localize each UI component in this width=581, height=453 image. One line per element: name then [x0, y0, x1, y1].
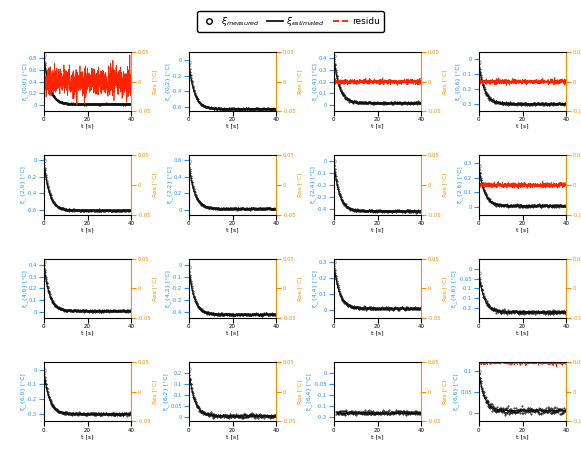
Legend: $\xi_{measured}$, $\xi_{estimated}$, residu: $\xi_{measured}$, $\xi_{estimated}$, res… — [197, 11, 384, 32]
Y-axis label: ξ_{2,0} [°C]: ξ_{2,0} [°C] — [20, 167, 26, 203]
Y-axis label: Res [°C]: Res [°C] — [153, 380, 157, 404]
Y-axis label: ξ_{4,0} [°C]: ξ_{4,0} [°C] — [22, 270, 27, 307]
Y-axis label: Res [°C]: Res [°C] — [297, 276, 303, 301]
Y-axis label: Res [°C]: Res [°C] — [443, 173, 448, 197]
Y-axis label: ξ_{6,6} [°C]: ξ_{6,6} [°C] — [454, 373, 459, 410]
Y-axis label: ξ_{4,2} [°C]: ξ_{4,2} [°C] — [165, 270, 171, 307]
X-axis label: t [s]: t [s] — [81, 124, 94, 129]
Y-axis label: ξ_{0,6} [°C]: ξ_{0,6} [°C] — [455, 63, 461, 100]
Y-axis label: Res [°C]: Res [°C] — [443, 380, 448, 404]
Y-axis label: ξ_{0,0} [°C]: ξ_{0,0} [°C] — [22, 63, 27, 100]
X-axis label: t [s]: t [s] — [371, 124, 384, 129]
Y-axis label: Res [°C]: Res [°C] — [297, 173, 303, 197]
Y-axis label: ξ_{6,4} [°C]: ξ_{6,4} [°C] — [307, 373, 313, 410]
Y-axis label: Res [°C]: Res [°C] — [443, 69, 448, 94]
X-axis label: t [s]: t [s] — [226, 124, 239, 129]
Y-axis label: ξ_{6,0} [°C]: ξ_{6,0} [°C] — [20, 373, 26, 410]
Y-axis label: ξ_{0,4} [°C]: ξ_{0,4} [°C] — [312, 63, 318, 100]
X-axis label: t [s]: t [s] — [81, 434, 94, 439]
Y-axis label: ξ_{6,2} [°C]: ξ_{6,2} [°C] — [163, 373, 169, 410]
Y-axis label: Res [°C]: Res [°C] — [443, 276, 448, 301]
Y-axis label: ξ_{2,4} [°C]: ξ_{2,4} [°C] — [310, 167, 315, 203]
Y-axis label: ξ_{4,6} [°C]: ξ_{4,6} [°C] — [451, 270, 457, 307]
X-axis label: t [s]: t [s] — [371, 227, 384, 232]
Y-axis label: Res [°C]: Res [°C] — [297, 380, 303, 404]
Y-axis label: Res [°C]: Res [°C] — [153, 276, 157, 301]
X-axis label: t [s]: t [s] — [517, 227, 529, 232]
Y-axis label: ξ_{2,2} [°C]: ξ_{2,2} [°C] — [167, 167, 173, 203]
X-axis label: t [s]: t [s] — [517, 434, 529, 439]
X-axis label: t [s]: t [s] — [517, 331, 529, 336]
Y-axis label: ξ_{0,2} [°C]: ξ_{0,2} [°C] — [165, 63, 171, 100]
X-axis label: t [s]: t [s] — [371, 434, 384, 439]
X-axis label: t [s]: t [s] — [81, 227, 94, 232]
Y-axis label: ξ_{4,4} [°C]: ξ_{4,4} [°C] — [312, 270, 318, 307]
X-axis label: t [s]: t [s] — [226, 331, 239, 336]
X-axis label: t [s]: t [s] — [371, 331, 384, 336]
X-axis label: t [s]: t [s] — [517, 124, 529, 129]
Y-axis label: Res [°C]: Res [°C] — [153, 69, 157, 94]
Y-axis label: Res [°C]: Res [°C] — [297, 69, 303, 94]
X-axis label: t [s]: t [s] — [226, 227, 239, 232]
X-axis label: t [s]: t [s] — [81, 331, 94, 336]
X-axis label: t [s]: t [s] — [226, 434, 239, 439]
Y-axis label: ξ_{2,6} [°C]: ξ_{2,6} [°C] — [457, 167, 462, 203]
Y-axis label: Res [°C]: Res [°C] — [153, 173, 157, 197]
